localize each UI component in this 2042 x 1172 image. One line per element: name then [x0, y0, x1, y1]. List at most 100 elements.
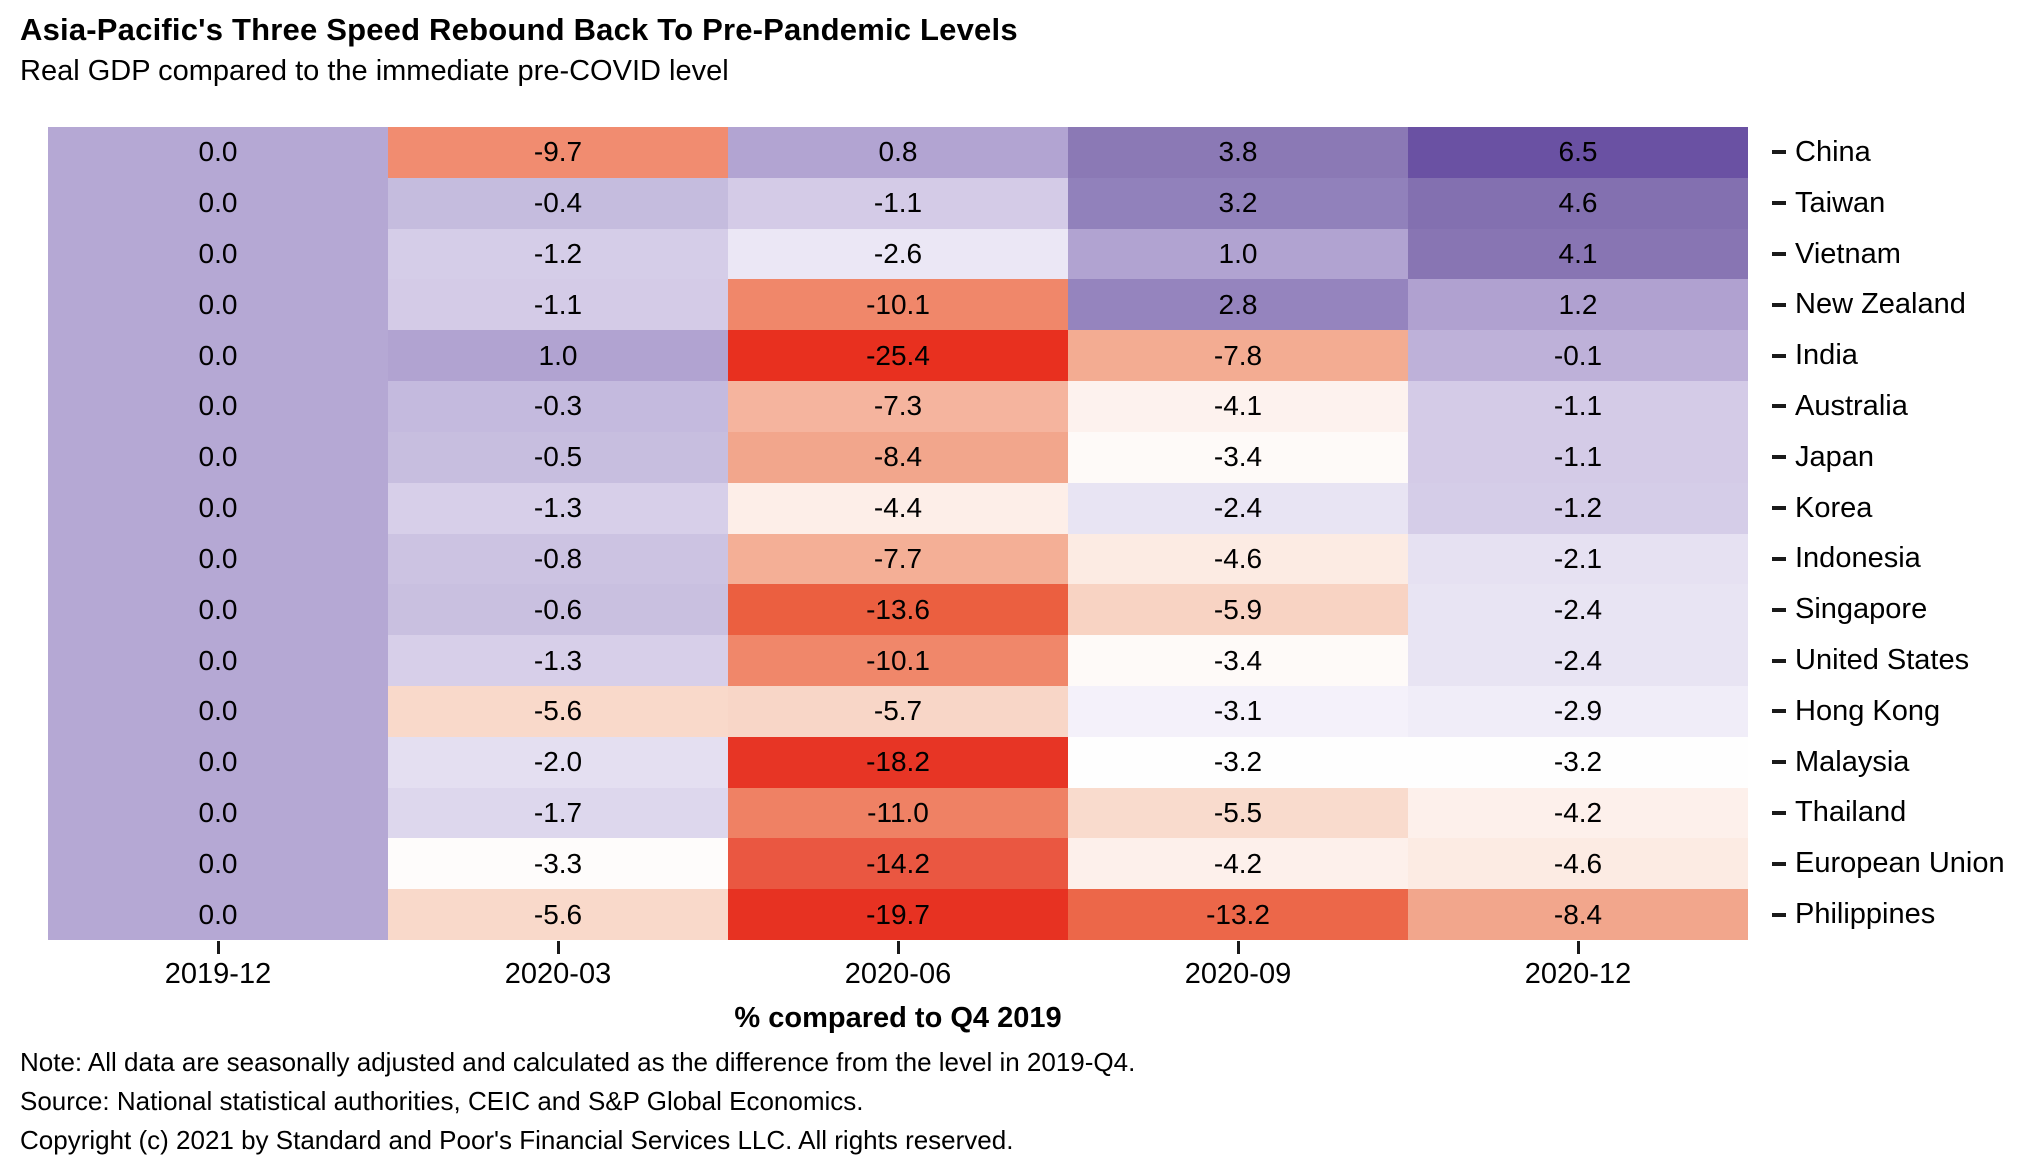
x-axis-label: 2020-06 [844, 958, 952, 990]
heatmap-cell: -0.1 [1408, 330, 1748, 382]
row-label: Singapore [1795, 593, 1928, 626]
row-label: Malaysia [1795, 745, 1910, 778]
heatmap-cell: -0.5 [388, 431, 728, 483]
y-tick-mark [1772, 404, 1786, 409]
x-axis-title: % compared to Q4 2019 [734, 1002, 1062, 1034]
heatmap-cell: 1.0 [1068, 228, 1408, 280]
row-label-item: Thailand [1748, 788, 2042, 839]
row-label-item: Australia [1748, 381, 2042, 432]
x-tick-mark [896, 941, 900, 954]
x-axis-labels: 2019-12 2020-03 2020-06 2020-09 2020-12 [48, 958, 1748, 991]
row-label: United States [1795, 644, 1970, 677]
heatmap-cell: -4.6 [1408, 838, 1748, 890]
heatmap-cell: -5.9 [1068, 584, 1408, 636]
heatmap-cell: -4.4 [728, 482, 1068, 534]
row-label-item: Philippines [1748, 889, 2042, 940]
row-label: Philippines [1795, 898, 1936, 931]
row-label: Australia [1795, 389, 1908, 422]
row-label: Indonesia [1795, 542, 1921, 575]
heatmap-cell: 0.0 [48, 635, 388, 686]
x-tick-mark [1576, 941, 1580, 954]
heatmap-cell: -2.9 [1408, 685, 1748, 737]
heatmap-cell: -5.6 [388, 685, 728, 737]
footnote-note: Note: All data are seasonally adjusted a… [20, 1047, 1136, 1077]
heatmap-cell: -4.1 [1068, 381, 1408, 432]
y-tick-mark [1772, 658, 1786, 663]
heatmap-cell: -9.7 [388, 127, 728, 178]
y-tick-mark [1772, 912, 1786, 917]
row-label: India [1795, 339, 1858, 372]
heatmap-cell: -5.6 [388, 889, 728, 940]
heatmap-cell: 3.8 [1068, 127, 1408, 178]
heatmap-cell: -3.4 [1068, 635, 1408, 686]
heatmap-cell: 0.0 [48, 584, 388, 636]
heatmap-cell: -25.4 [728, 330, 1068, 382]
heatmap-cell: 0.0 [48, 787, 388, 839]
row-label-item: Malaysia [1748, 737, 2042, 788]
heatmap-cell: -10.1 [728, 279, 1068, 331]
heatmap-grid: 0.0 -9.7 0.8 3.8 6.5 0.0 -0.4 -1.1 3.2 4.6 0.0 -1.2… [48, 127, 1748, 940]
heatmap-cell: 0.0 [48, 279, 388, 331]
heatmap-cell: 0.0 [48, 838, 388, 890]
x-tick-mark [216, 941, 220, 954]
heatmap-cell: 4.1 [1408, 228, 1748, 280]
heatmap-cell: 1.0 [388, 330, 728, 382]
heatmap-cell: -1.1 [1408, 431, 1748, 483]
heatmap-cell: 0.0 [48, 228, 388, 280]
row-label: Korea [1795, 491, 1873, 524]
heatmap-cell: 0.0 [48, 736, 388, 788]
heatmap-cell: -2.6 [728, 228, 1068, 280]
x-tick-mark [1236, 941, 1240, 954]
row-label: Japan [1795, 440, 1875, 473]
row-label-item: India [1748, 330, 2042, 381]
x-axis-label: 2020-09 [1184, 958, 1292, 990]
y-tick-mark [1772, 353, 1786, 358]
heatmap-cell: 0.0 [48, 330, 388, 382]
heatmap-cell: -4.2 [1068, 838, 1408, 890]
footnotes: Note: All data are seasonally adjusted a… [20, 1043, 1135, 1160]
heatmap-cell: 0.0 [48, 127, 388, 178]
heatmap-cell: 3.2 [1068, 177, 1408, 229]
y-tick-mark [1772, 810, 1786, 815]
heatmap-cell: -2.4 [1408, 584, 1748, 636]
row-label: New Zealand [1795, 288, 1966, 321]
heatmap-cell: -1.1 [728, 177, 1068, 229]
y-tick-mark [1772, 252, 1786, 257]
footnote-copyright: Copyright (c) 2021 by Standard and Poor'… [20, 1125, 1014, 1155]
row-label-item: Vietnam [1748, 229, 2042, 280]
heatmap-cell: -7.7 [728, 533, 1068, 585]
row-label-item: Taiwan [1748, 178, 2042, 229]
heatmap-cell: -5.5 [1068, 787, 1408, 839]
y-tick-mark [1772, 607, 1786, 612]
heatmap-cell: -0.8 [388, 533, 728, 585]
y-tick-mark [1772, 506, 1786, 511]
heatmap-cell: -4.6 [1068, 533, 1408, 585]
row-label-item: Korea [1748, 483, 2042, 534]
heatmap-cell: -2.4 [1408, 635, 1748, 686]
y-tick-mark [1772, 150, 1786, 155]
row-label-item: European Union [1748, 838, 2042, 889]
heatmap-cell: -2.4 [1068, 482, 1408, 534]
heatmap-cell: -1.2 [1408, 482, 1748, 534]
heatmap-cell: -0.3 [388, 381, 728, 432]
heatmap-cell: 0.0 [48, 533, 388, 585]
heatmap-cell: -4.2 [1408, 787, 1748, 839]
row-label-item: Japan [1748, 432, 2042, 483]
heatmap-cell: 2.8 [1068, 279, 1408, 331]
heatmap-cell: -1.7 [388, 787, 728, 839]
heatmap-cell: 1.2 [1408, 279, 1748, 331]
x-axis-label: 2019-12 [164, 958, 272, 990]
heatmap-cell: -13.2 [1068, 889, 1408, 940]
y-tick-mark [1772, 302, 1786, 307]
y-tick-mark [1772, 201, 1786, 206]
row-label: Vietnam [1795, 237, 1901, 270]
heatmap-cell: -18.2 [728, 736, 1068, 788]
row-label-item: China [1748, 127, 2042, 178]
heatmap-cell: 0.0 [48, 685, 388, 737]
y-tick-mark [1772, 861, 1786, 866]
heatmap-cell: -3.2 [1068, 736, 1408, 788]
heatmap-cell: -0.6 [388, 584, 728, 636]
heatmap-cell: -1.3 [388, 635, 728, 686]
heatmap-cell: 4.6 [1408, 177, 1748, 229]
